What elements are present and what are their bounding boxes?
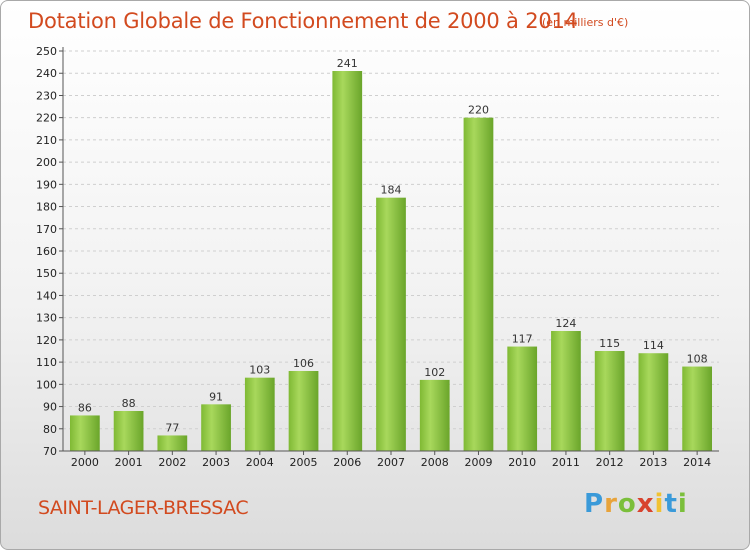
y-tick-label: 80 bbox=[43, 423, 57, 436]
data-label-2004: 103 bbox=[249, 364, 270, 377]
logo-letter: r bbox=[604, 489, 618, 519]
logo-letter: x bbox=[636, 489, 655, 519]
logo-letter: P bbox=[584, 489, 605, 519]
x-tick-label-2014: 2014 bbox=[683, 456, 711, 469]
bar-2003 bbox=[201, 404, 231, 451]
chart-title: Dotation Globale de Fonctionnement de 20… bbox=[28, 9, 578, 33]
data-label-2000: 86 bbox=[78, 401, 92, 414]
x-tick-label-2011: 2011 bbox=[552, 456, 580, 469]
data-label-2009: 220 bbox=[468, 104, 489, 117]
y-tick-label: 190 bbox=[36, 178, 57, 191]
x-axis: 2000 2001 2002 2003 2004 2005 2006 2007 2008 2009… bbox=[63, 450, 719, 469]
bar-2005 bbox=[288, 371, 319, 451]
bar-2012 bbox=[594, 351, 625, 451]
y-tick-label: 230 bbox=[36, 89, 57, 102]
proxiti-logo[interactable]: Proxiti bbox=[584, 489, 688, 519]
data-label-2002: 77 bbox=[165, 421, 179, 434]
bar-2001 bbox=[113, 411, 144, 451]
y-tick-label: 210 bbox=[36, 134, 57, 147]
commune-name: SAINT-LAGER-BRESSAC bbox=[38, 497, 249, 519]
x-tick-label-2010: 2010 bbox=[508, 456, 536, 469]
data-label-2007: 184 bbox=[381, 184, 402, 197]
y-tick-label: 240 bbox=[36, 67, 57, 80]
x-tick-label-2000: 2000 bbox=[71, 456, 99, 469]
data-label-2006: 241 bbox=[337, 57, 358, 70]
bars: 86 88 77 91 103 106 241 184 102 220 117 124 115 114 10… bbox=[69, 57, 713, 452]
bar-2002 bbox=[157, 435, 188, 451]
bar-2008 bbox=[419, 379, 450, 451]
y-tick-label: 160 bbox=[36, 245, 57, 258]
x-tick-label-2009: 2009 bbox=[464, 456, 492, 469]
x-tick-label-2003: 2003 bbox=[202, 456, 230, 469]
data-label-2011: 124 bbox=[555, 317, 576, 330]
data-label-2010: 117 bbox=[512, 333, 533, 346]
y-tick-label: 170 bbox=[36, 223, 57, 236]
x-tick-label-2007: 2007 bbox=[377, 456, 405, 469]
x-tick-label-2013: 2013 bbox=[639, 456, 667, 469]
y-tick-label: 130 bbox=[36, 312, 57, 325]
data-label-2013: 114 bbox=[643, 339, 664, 352]
logo-letter: o bbox=[617, 489, 637, 519]
bar-2004 bbox=[244, 377, 275, 451]
x-tick-label-2001: 2001 bbox=[115, 456, 143, 469]
y-tick-label: 200 bbox=[36, 156, 57, 169]
y-tick-label: 70 bbox=[43, 445, 57, 458]
x-tick-label-2004: 2004 bbox=[246, 456, 274, 469]
x-tick-label-2006: 2006 bbox=[333, 456, 361, 469]
y-tick-label: 180 bbox=[36, 201, 57, 214]
data-label-2008: 102 bbox=[424, 366, 445, 379]
logo-letter: t bbox=[664, 489, 678, 519]
y-axis: 70 80 90 100 110 120 130 140 150 160 170 180 190 200 2… bbox=[36, 45, 64, 458]
bar-2010 bbox=[507, 346, 538, 451]
x-tick-label-2008: 2008 bbox=[421, 456, 449, 469]
x-tick-label-2012: 2012 bbox=[596, 456, 624, 469]
bar-2007 bbox=[376, 197, 406, 451]
logo-letter: i bbox=[677, 489, 688, 519]
x-tick-label-2002: 2002 bbox=[158, 456, 186, 469]
x-tick-label-2005: 2005 bbox=[290, 456, 318, 469]
data-label-2001: 88 bbox=[122, 397, 136, 410]
logo-letter: i bbox=[654, 489, 665, 519]
data-label-2003: 91 bbox=[209, 390, 223, 403]
data-label-2014: 108 bbox=[687, 353, 708, 366]
bar-2011 bbox=[551, 331, 581, 451]
bar-2009 bbox=[463, 117, 494, 452]
unit-note: (en milliers d'€) bbox=[542, 16, 629, 29]
y-tick-label: 100 bbox=[36, 378, 57, 391]
y-tick-label: 220 bbox=[36, 112, 57, 125]
y-tick-label: 250 bbox=[36, 45, 57, 58]
bar-2013 bbox=[638, 353, 669, 451]
data-label-2012: 115 bbox=[599, 337, 620, 350]
bar-2000 bbox=[69, 415, 100, 451]
bar-2014 bbox=[682, 366, 713, 451]
y-tick-label: 150 bbox=[36, 267, 57, 280]
y-tick-label: 90 bbox=[43, 401, 57, 414]
bar-2006 bbox=[332, 71, 363, 451]
y-tick-label: 140 bbox=[36, 289, 57, 302]
data-label-2005: 106 bbox=[293, 357, 314, 370]
y-tick-label: 120 bbox=[36, 334, 57, 347]
y-tick-label: 110 bbox=[36, 356, 57, 369]
